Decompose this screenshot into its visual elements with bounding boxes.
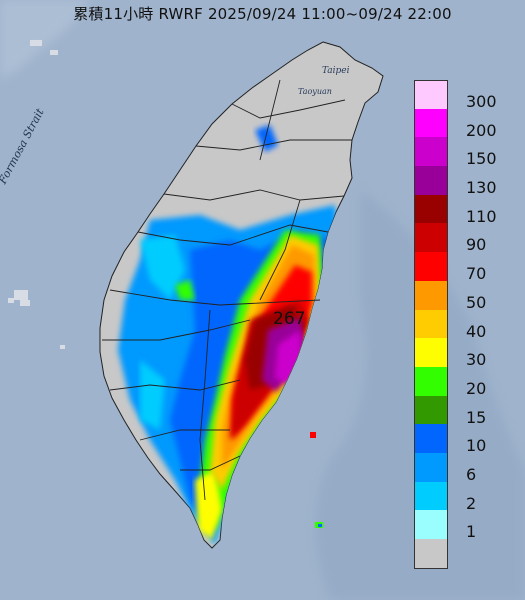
legend-swatch bbox=[414, 366, 448, 396]
legend-label: 30 bbox=[466, 350, 487, 370]
legend-swatch bbox=[414, 280, 448, 310]
max-rainfall-label: 267 bbox=[273, 309, 306, 329]
county-boundaries bbox=[102, 79, 352, 501]
legend-swatch bbox=[414, 223, 448, 253]
city-label-taipei: Taipei bbox=[322, 66, 350, 76]
legend-swatch bbox=[414, 137, 448, 167]
legend-swatch bbox=[414, 252, 448, 282]
legend-swatch bbox=[414, 166, 448, 196]
legend-label: 40 bbox=[466, 321, 487, 341]
legend-label: 300 bbox=[466, 92, 497, 111]
legend-label: 90 bbox=[466, 235, 487, 255]
legend-swatch bbox=[414, 424, 448, 454]
legend-label: 2 bbox=[466, 493, 477, 513]
legend-label: 50 bbox=[466, 292, 487, 312]
legend-label: 15 bbox=[466, 407, 487, 427]
legend-swatch bbox=[414, 338, 448, 368]
legend-label: 70 bbox=[466, 264, 487, 284]
legend-swatch bbox=[414, 452, 448, 482]
legend-swatch bbox=[414, 481, 448, 511]
legend-label: 200 bbox=[466, 120, 497, 140]
legend-label: 10 bbox=[466, 436, 487, 456]
legend-swatch bbox=[414, 510, 448, 540]
legend-swatch bbox=[414, 194, 448, 224]
legend-swatch bbox=[414, 539, 448, 568]
sea-rain-dots bbox=[310, 432, 323, 528]
legend-swatch bbox=[414, 309, 448, 339]
legend-swatch bbox=[414, 108, 448, 138]
legend-swatch bbox=[414, 80, 448, 109]
legend-swatch bbox=[414, 395, 448, 425]
legend-label: 130 bbox=[466, 178, 497, 198]
legend-label: 150 bbox=[466, 149, 497, 169]
city-label-taoyuan: Taoyuan bbox=[298, 87, 332, 96]
legend-label: 110 bbox=[466, 206, 497, 226]
west-scatter bbox=[8, 40, 65, 349]
map-title: 累積11小時 RWRF 2025/09/24 11:00~09/24 22:00 bbox=[73, 5, 452, 23]
legend-label: 1 bbox=[466, 522, 477, 542]
legend-label: 6 bbox=[466, 464, 477, 484]
legend-label: 20 bbox=[466, 378, 487, 398]
